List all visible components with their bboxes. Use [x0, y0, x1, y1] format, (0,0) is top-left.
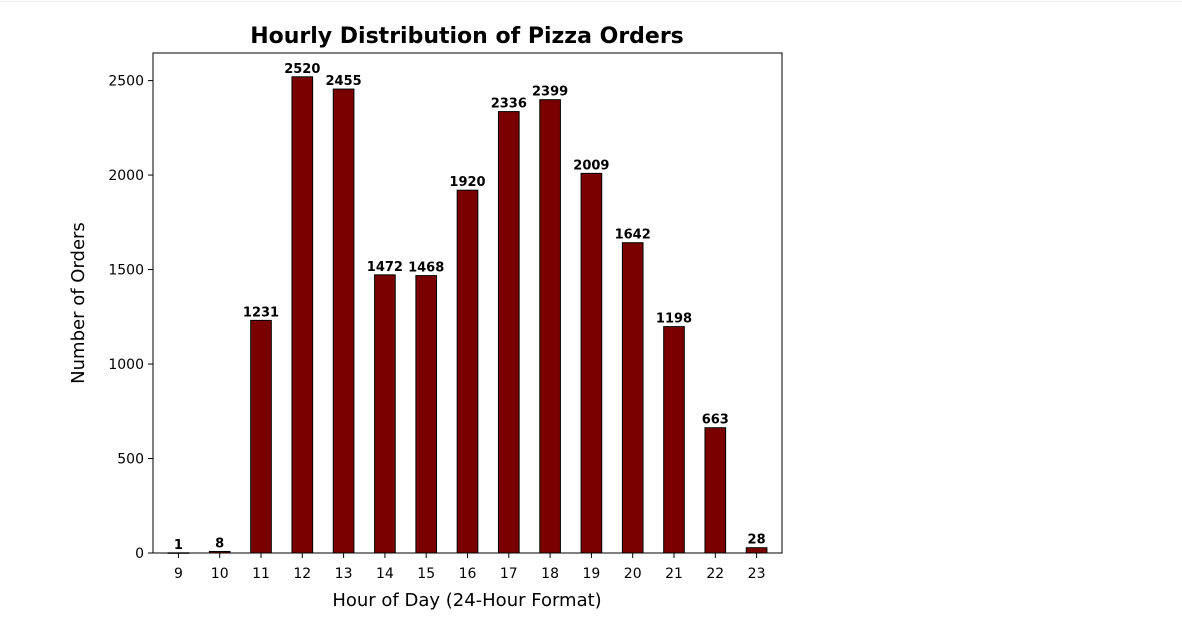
bar-23 — [745, 547, 768, 554]
data-labels-group: 1 8 1231 2520 2455 1472 1468 1920 2336 2399 2009 16… — [174, 62, 766, 553]
bar-13 — [332, 88, 355, 554]
bar-11 — [250, 319, 272, 554]
data-label-10: 8 — [215, 536, 224, 551]
x-tick-label-23: 23 — [748, 566, 766, 582]
data-label-17: 2336 — [491, 97, 527, 112]
data-label-15: 1468 — [408, 261, 444, 276]
y-tick-label-500: 500 — [117, 452, 144, 468]
bar-14 — [374, 274, 396, 554]
data-label-22: 663 — [702, 413, 729, 428]
data-label-12: 2520 — [284, 62, 320, 77]
data-label-14: 1472 — [367, 260, 403, 275]
x-tick-label-13: 13 — [335, 566, 353, 582]
x-axis-label: Hour of Day (24-Hour Format) — [332, 590, 601, 611]
bar-19 — [580, 172, 603, 554]
bars-group — [167, 76, 768, 554]
data-label-18: 2399 — [532, 85, 568, 100]
chart-title: Hourly Distribution of Pizza Orders — [250, 24, 684, 49]
x-tick-label-22: 22 — [706, 566, 724, 582]
x-tick-label-16: 16 — [459, 566, 477, 582]
x-tick-label-14: 14 — [376, 566, 394, 582]
x-axis: 9 10 11 12 13 14 15 16 17 18 19 20 21 22 23 — [174, 553, 766, 582]
x-tick-label-19: 19 — [582, 566, 600, 582]
bar-22 — [704, 427, 727, 554]
bar-12 — [291, 76, 314, 554]
data-label-16: 1920 — [449, 175, 485, 190]
x-tick-label-21: 21 — [665, 566, 683, 582]
bar-18 — [539, 99, 561, 554]
bar-17 — [497, 111, 520, 554]
data-label-13: 2455 — [326, 74, 362, 89]
data-label-20: 1642 — [615, 228, 651, 243]
plot-frame — [152, 52, 783, 554]
data-label-19: 2009 — [573, 158, 609, 173]
y-axis-label: Number of Orders — [68, 222, 89, 384]
y-tick-label-2000: 2000 — [108, 168, 144, 184]
x-tick-label-15: 15 — [417, 566, 435, 582]
bar-15 — [415, 275, 438, 554]
x-tick-label-17: 17 — [500, 566, 518, 582]
y-tick-label-1000: 1000 — [108, 357, 144, 373]
x-tick-label-10: 10 — [211, 566, 229, 582]
x-tick-label-18: 18 — [541, 566, 559, 582]
y-axis: 0 500 1000 1500 2000 2500 — [108, 74, 153, 562]
x-tick-label-11: 11 — [252, 566, 270, 582]
x-tick-label-20: 20 — [624, 566, 642, 582]
data-label-11: 1231 — [243, 305, 279, 320]
x-tick-label-12: 12 — [293, 566, 311, 582]
y-tick-label-0: 0 — [135, 546, 144, 562]
y-tick-label-1500: 1500 — [108, 263, 144, 279]
data-label-21: 1198 — [656, 312, 692, 327]
data-label-23: 28 — [748, 533, 766, 548]
y-tick-label-2500: 2500 — [108, 74, 144, 90]
bar-20 — [621, 242, 644, 554]
top-divider — [0, 1, 1182, 2]
bar-21 — [663, 326, 685, 554]
x-tick-label-9: 9 — [174, 566, 183, 582]
data-label-9: 1 — [174, 538, 183, 553]
bar-16 — [456, 189, 479, 554]
